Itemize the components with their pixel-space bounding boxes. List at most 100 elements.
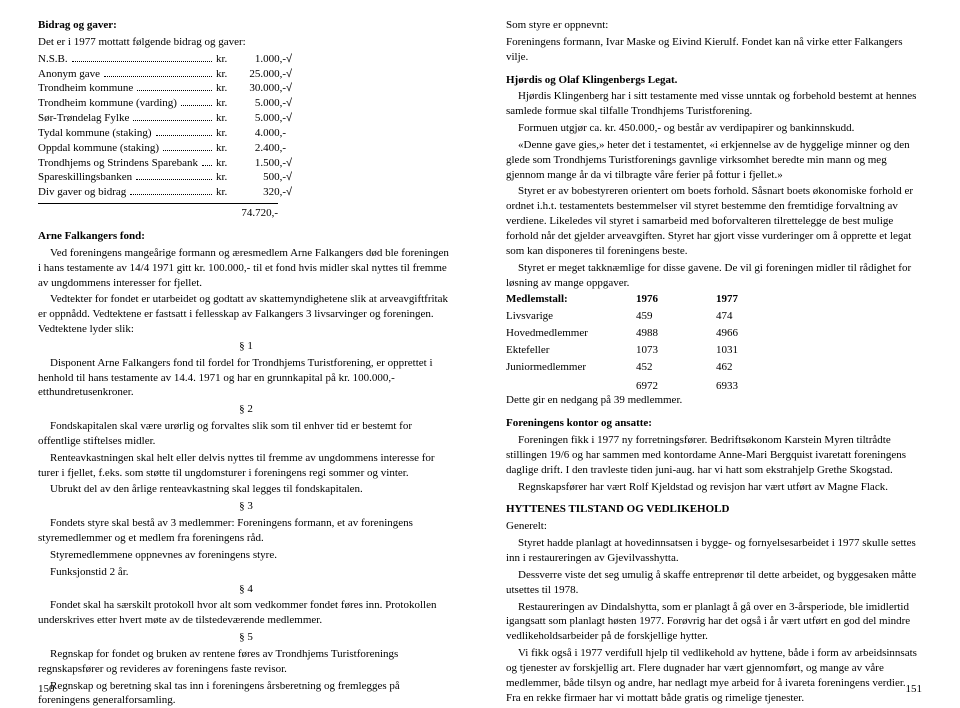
dot-leader: [133, 111, 212, 121]
donation-label: Sør-Trøndelag Fylke: [38, 111, 129, 126]
donation-amount: 5.000,-: [238, 96, 286, 111]
donation-label: Tydal kommune (staking): [38, 126, 152, 141]
donation-amount: 1.000,-: [238, 52, 286, 67]
donation-row: Trondhjems og Strindens Sparebankkr.1.50…: [38, 156, 298, 171]
heading-bidrag: Bidrag og gaver:: [38, 18, 454, 33]
member-value-2: 462: [716, 360, 796, 375]
check-icon: √: [286, 156, 298, 171]
legat-p3: «Denne gave gies,» heter det i testament…: [506, 138, 922, 183]
currency-label: kr.: [216, 81, 238, 96]
donation-amount: 30.000,-: [238, 81, 286, 96]
currency-label: kr.: [216, 141, 238, 156]
donation-amount: 5.000,-: [238, 111, 286, 126]
section-3-text-1: Fondets styre skal bestå av 3 medlemmer:…: [38, 516, 454, 546]
member-row: Juniormedlemmer452462: [506, 360, 922, 375]
legat-p1: Hjørdis Klingenberg har i sitt testament…: [506, 89, 922, 119]
section-2-text-1: Fondskapitalen skal være urørlig og forv…: [38, 419, 454, 449]
dot-leader: [72, 52, 212, 62]
donation-label: Div gaver og bidrag: [38, 185, 126, 200]
divider: [38, 203, 278, 204]
donation-amount: 320,-: [238, 185, 286, 200]
currency-label: kr.: [216, 111, 238, 126]
dot-leader: [181, 96, 212, 106]
member-heading: Medlemstall:: [506, 292, 636, 307]
dot-leader: [163, 141, 212, 151]
dot-leader: [156, 126, 213, 136]
dot-leader: [104, 67, 212, 77]
currency-label: kr.: [216, 126, 238, 141]
donation-row: Tydal kommune (staking) kr.4.000,-: [38, 126, 298, 141]
donation-label: N.S.B.: [38, 52, 68, 67]
donation-row: Sør-Trøndelag Fylke kr.5.000,-√: [38, 111, 298, 126]
page-number-right: 151: [906, 682, 923, 697]
heading-legat: Hjørdis og Olaf Klingenbergs Legat.: [506, 73, 922, 88]
section-4-label: § 4: [38, 582, 454, 597]
member-total-1: 6972: [636, 379, 716, 394]
intro-text: Det er i 1977 mottatt følgende bidrag og…: [38, 35, 454, 50]
member-row: Hovedmedlemmer49884966: [506, 326, 922, 341]
member-year1: 1976: [636, 292, 716, 307]
heading-kontor: Foreningens kontor og ansatte:: [506, 416, 922, 431]
member-row: Livsvarige459474: [506, 309, 922, 324]
legat-p4: Styret er av bobestyreren orientert om b…: [506, 184, 922, 258]
member-value-1: 1073: [636, 343, 716, 358]
page-number-left: 150: [38, 682, 55, 697]
donation-row: Anonym gave kr.25.000,-√: [38, 67, 298, 82]
donation-total: 74.720,-: [38, 206, 278, 221]
member-value-2: 1031: [716, 343, 796, 358]
member-value-2: 474: [716, 309, 796, 324]
member-label: Hovedmedlemmer: [506, 326, 636, 341]
dot-leader: [137, 82, 212, 92]
currency-label: kr.: [216, 170, 238, 185]
page-left: Bidrag og gaver: Det er i 1977 mottatt f…: [0, 0, 480, 707]
fond-p2: Vedtekter for fondet er utarbeidet og go…: [38, 292, 454, 337]
section-2-text-3: Ubrukt del av den årlige renteavkastning…: [38, 482, 454, 497]
check-icon: √: [286, 111, 298, 126]
check-icon: √: [286, 81, 298, 96]
section-4-text: Fondet skal ha særskilt protokoll hvor a…: [38, 598, 454, 628]
hytter-p4: Vi fikk også i 1977 verdifull hjelp til …: [506, 646, 922, 705]
hytter-p2: Dessverre viste det seg umulig å skaffe …: [506, 568, 922, 598]
member-value-1: 4988: [636, 326, 716, 341]
currency-label: kr.: [216, 156, 238, 171]
dot-leader: [202, 156, 212, 166]
donation-row: Spareskillingsbanken kr.500,-√: [38, 170, 298, 185]
section-5-text-1: Regnskap for fondet og bruken av rentene…: [38, 647, 454, 677]
donation-amount: 500,-: [238, 170, 286, 185]
donation-row: Div gaver og bidrag kr.320,-√: [38, 185, 298, 200]
member-label: Livsvarige: [506, 309, 636, 324]
donation-row: Oppdal kommune (staking)kr.2.400,-: [38, 141, 298, 156]
member-value-1: 452: [636, 360, 716, 375]
donation-row: Trondheim kommunekr.30.000,-√: [38, 81, 298, 96]
hytter-p3: Restaureringen av Dindalshytta, som er p…: [506, 600, 922, 645]
currency-label: kr.: [216, 185, 238, 200]
member-rows: Livsvarige459474 Hovedmedlemmer49884966 Ek…: [506, 309, 922, 374]
donation-label: Spareskillingsbanken: [38, 170, 132, 185]
section-1-text: Disponent Arne Falkangers fond til forde…: [38, 356, 454, 401]
currency-label: kr.: [216, 52, 238, 67]
currency-label: kr.: [216, 96, 238, 111]
donation-label: Anonym gave: [38, 67, 100, 82]
member-row: Ektefeller10731031: [506, 343, 922, 358]
currency-label: kr.: [216, 67, 238, 82]
kontor-p2: Regnskapsfører har vært Rolf Kjeldstad o…: [506, 480, 922, 495]
styre-line1: Som styre er oppnevnt:: [506, 18, 922, 33]
check-icon: √: [286, 67, 298, 82]
donation-amount: 25.000,-: [238, 67, 286, 82]
section-5-label: § 5: [38, 630, 454, 645]
section-5-text-2: Regnskap og beretning skal tas inn i for…: [38, 679, 454, 708]
check-icon: √: [286, 170, 298, 185]
section-2-label: § 2: [38, 402, 454, 417]
donation-amount: 1.500,-: [238, 156, 286, 171]
legat-p5: Styret er meget takknæmlige for disse ga…: [506, 261, 922, 291]
member-total-2: 6933: [716, 379, 796, 394]
donation-amount: 4.000,-: [238, 126, 286, 141]
hytter-p1: Styret hadde planlagt at hovedinnsatsen …: [506, 536, 922, 566]
member-table: Medlemstall: 1976 1977: [506, 292, 922, 307]
donation-list: N.S.B.kr.1.000,-√Anonym gavekr.25.000,-√…: [38, 52, 298, 200]
donation-label: Oppdal kommune (staking): [38, 141, 159, 156]
check-icon: √: [286, 185, 298, 200]
check-icon: √: [286, 96, 298, 111]
section-2-text-2: Renteavkastningen skal helt eller delvis…: [38, 451, 454, 481]
section-3-text-2: Styremedlemmene oppnevnes av foreningens…: [38, 548, 454, 563]
